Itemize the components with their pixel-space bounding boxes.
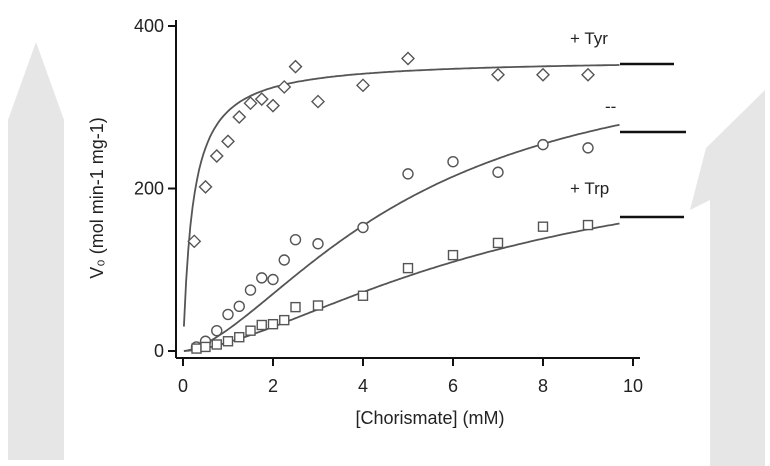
data-point-tyr [187,234,202,249]
data-point-none [222,308,234,321]
data-point-trp [537,221,549,232]
y-tick-label: 200 [134,179,164,199]
data-point-trp [200,341,211,353]
x-tick-label: 8 [538,376,548,396]
x-tick-label: 4 [358,376,368,396]
data-point-none [233,300,245,313]
data-point-trp [191,343,202,354]
data-point-trp [222,336,234,347]
data-point-trp [267,318,279,330]
background-arrow-shape [8,42,64,460]
data-point-none [447,155,459,168]
data-point-none [492,166,504,178]
data-point-tyr [536,67,550,82]
fit-curve-none [183,123,620,352]
data-point-trp [402,262,414,274]
annotation-dashes: -- [605,97,616,116]
data-point-tyr [311,94,325,109]
data-point-tyr [198,179,213,194]
data-point-tyr [581,67,595,82]
y-tick-label: 400 [134,16,164,36]
data-point-tyr [221,134,235,149]
series-label-trp: + Trp [570,179,609,198]
y-tick-label: 0 [154,341,164,361]
data-point-tyr [232,110,247,124]
x-tick-label: 6 [448,376,458,396]
data-point-none [211,324,223,337]
axis-ticks [168,25,634,366]
data-point-trp [245,325,256,336]
data-point-none [357,221,369,234]
x-axis-title: [Chorismate] (mM) [355,408,504,428]
data-point-none [278,254,290,266]
data-point-tyr [243,96,258,111]
data-point-trp [279,314,290,326]
axis-tick-labels: 0 2 4 6 8 10 0 200 400 [134,16,643,396]
fit-curve-trp [183,222,620,352]
data-point-none [537,138,549,151]
data-point-none [267,273,279,286]
data-point-none [582,142,594,154]
x-tick-label: 2 [268,376,278,396]
data-point-trp [447,249,459,261]
data-point-trp [312,300,324,311]
data-point-tyr [288,59,303,74]
data-point-trp [582,219,594,231]
x-tick-label: 0 [178,376,188,396]
data-point-trp [492,237,504,249]
data-point-trp [234,331,245,343]
data-point-none [402,168,414,180]
plot-area [183,51,620,354]
background-numeral-shape [690,90,765,466]
data-point-tyr [277,79,292,94]
data-point-trp [290,301,301,313]
data-point-trp [256,319,267,331]
y-axis-title: V₀ (mol min-1 mg-1) [87,117,107,279]
data-point-tyr [209,149,224,163]
fit-curve-tyr [183,64,620,327]
data-point-none [256,272,268,284]
data-point-tyr [254,92,269,107]
data-point-none [289,233,302,246]
data-point-tyr [401,51,415,66]
x-tick-label: 10 [623,376,643,396]
data-point-none [244,284,257,296]
series-label-tyr: + Tyr [570,29,608,48]
data-point-tyr [356,78,370,93]
data-point-trp [357,290,369,301]
data-point-tyr [266,98,280,113]
data-point-tyr [491,67,505,82]
data-point-trp [211,339,222,350]
data-point-none [312,238,324,250]
